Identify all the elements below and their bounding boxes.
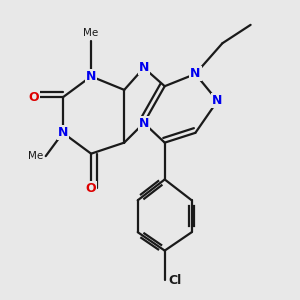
Text: N: N	[139, 61, 149, 74]
Text: Cl: Cl	[168, 274, 182, 286]
Text: N: N	[86, 70, 96, 83]
Text: N: N	[190, 68, 201, 80]
Text: N: N	[212, 94, 223, 107]
Text: O: O	[28, 91, 39, 104]
Text: N: N	[58, 126, 68, 139]
Text: Me: Me	[28, 151, 43, 161]
Text: N: N	[139, 116, 149, 130]
Text: Me: Me	[83, 28, 99, 38]
Text: O: O	[86, 182, 96, 194]
